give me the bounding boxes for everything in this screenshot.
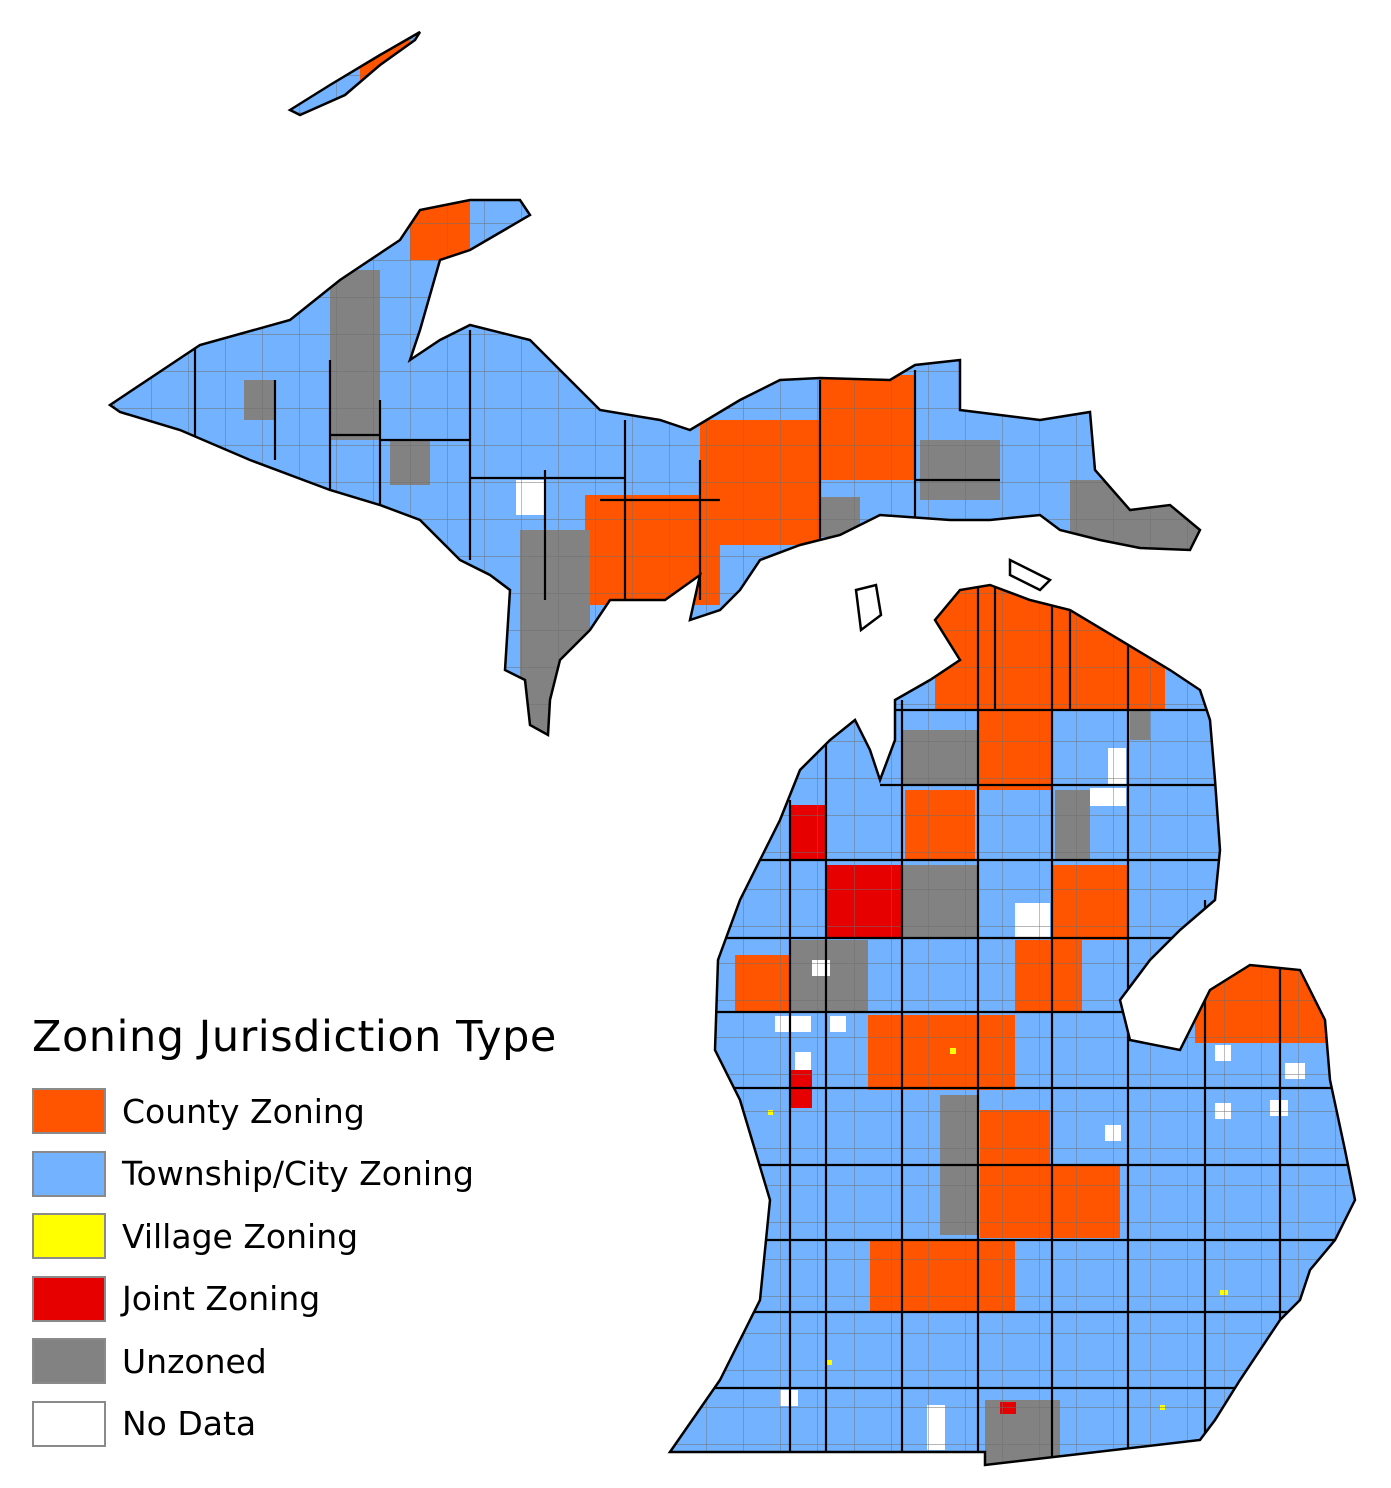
legend-label: Unzoned: [122, 1341, 267, 1381]
swatch-joint-zoning: [32, 1275, 106, 1322]
legend-label: No Data: [122, 1404, 257, 1444]
swatch-village-zoning: [32, 1213, 106, 1260]
legend-item-village-zoning: Village Zoning: [32, 1205, 557, 1268]
state-outline: [107, 30, 1357, 1467]
swatch-county-zoning: [32, 1088, 106, 1135]
legend-item-joint-zoning: Joint Zoning: [32, 1268, 557, 1331]
map-legend: Zoning Jurisdiction Type County Zoning T…: [32, 1012, 557, 1455]
swatch-unzoned: [32, 1338, 106, 1385]
legend-title: Zoning Jurisdiction Type: [32, 1012, 557, 1062]
legend-item-unzoned: Unzoned: [32, 1330, 557, 1393]
legend-item-township-city-zoning: Township/City Zoning: [32, 1143, 557, 1206]
legend-label: County Zoning: [122, 1091, 365, 1131]
legend-label: Village Zoning: [122, 1216, 359, 1256]
legend-item-county-zoning: County Zoning: [32, 1080, 557, 1143]
swatch-township-city-zoning: [32, 1150, 106, 1197]
legend-label: Joint Zoning: [122, 1279, 321, 1319]
legend-item-no-data: No Data: [32, 1393, 557, 1456]
swatch-no-data: [32, 1400, 106, 1447]
legend-label: Township/City Zoning: [122, 1154, 474, 1194]
